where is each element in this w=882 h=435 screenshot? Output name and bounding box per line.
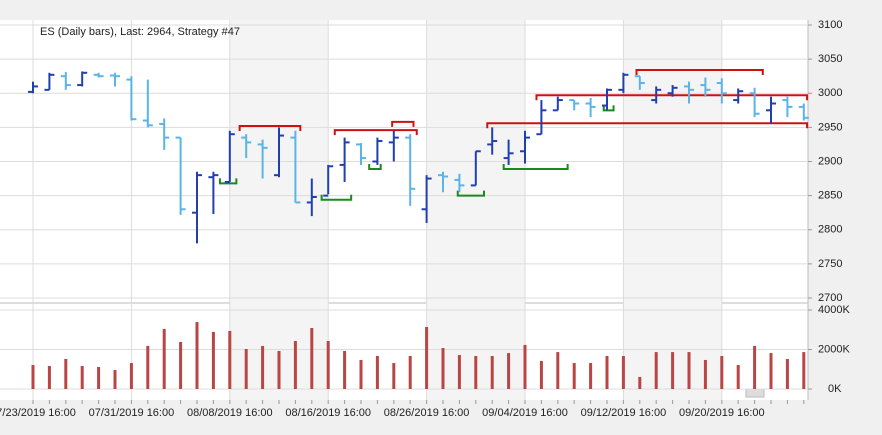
volume-bar bbox=[343, 350, 347, 389]
volume-bar bbox=[392, 363, 396, 389]
level-line bbox=[333, 129, 418, 136]
volume-bar bbox=[539, 360, 543, 389]
volume-bar bbox=[556, 352, 560, 389]
level-line bbox=[502, 164, 569, 171]
x-tick-label: 07/31/2019 16:00 bbox=[89, 407, 175, 419]
volume-bar bbox=[457, 355, 461, 389]
volume-bar bbox=[785, 358, 789, 389]
volume-bar bbox=[129, 363, 133, 389]
y-tick-label: 2750 bbox=[818, 258, 842, 270]
y-tick-label: 0K bbox=[828, 383, 842, 395]
volume-bar bbox=[375, 356, 379, 389]
volume-bar bbox=[425, 326, 429, 389]
band-shade bbox=[229, 20, 329, 400]
volume-bar bbox=[589, 363, 593, 389]
volume-bar bbox=[359, 359, 363, 389]
volume-bar bbox=[113, 370, 117, 389]
volume-bar bbox=[97, 366, 101, 389]
volume-bar bbox=[277, 350, 281, 389]
volume-bar bbox=[720, 356, 724, 389]
volume-bar bbox=[211, 331, 215, 389]
volume-bar bbox=[621, 356, 625, 389]
y-tick-label: 2900 bbox=[818, 155, 842, 167]
level-line bbox=[456, 190, 485, 197]
level-line bbox=[320, 194, 353, 201]
volume-bar bbox=[753, 345, 757, 389]
volume-bar bbox=[326, 341, 330, 389]
chart-title: ES (Daily bars), Last: 2964, Strategy #4… bbox=[40, 26, 240, 38]
volume-bar bbox=[638, 376, 642, 389]
volume-bar bbox=[441, 348, 445, 389]
volume-bar bbox=[671, 352, 675, 389]
scroll-thumb[interactable] bbox=[745, 388, 765, 398]
volume-bar bbox=[605, 356, 609, 389]
volume-bar bbox=[736, 365, 740, 389]
volume-bar bbox=[293, 341, 297, 389]
volume-bar bbox=[687, 352, 691, 389]
volume-bar bbox=[80, 365, 84, 389]
x-tick-label: 09/12/2019 16:00 bbox=[581, 407, 667, 419]
level-line bbox=[391, 120, 415, 127]
volume-bar bbox=[261, 345, 265, 389]
volume-bar bbox=[310, 327, 314, 389]
volume-bar bbox=[802, 352, 806, 389]
band-shade bbox=[426, 20, 525, 400]
volume-bar bbox=[146, 345, 150, 389]
volume-bar bbox=[654, 352, 658, 389]
y-tick-label: 2800 bbox=[818, 224, 842, 236]
volume-bar bbox=[179, 341, 183, 389]
volume-bar bbox=[769, 353, 773, 389]
volume-bar bbox=[490, 356, 494, 389]
level-line bbox=[368, 164, 382, 171]
volume-bar bbox=[31, 365, 35, 389]
volume-bar bbox=[228, 330, 232, 389]
volume-bar bbox=[523, 344, 527, 389]
volume-bar bbox=[507, 353, 511, 389]
y-tick-label: 2000K bbox=[818, 343, 850, 355]
volume-bar bbox=[195, 322, 199, 389]
y-tick-label: 3000 bbox=[818, 87, 842, 99]
volume-bar bbox=[474, 356, 478, 389]
y-tick-label: 3100 bbox=[818, 19, 842, 31]
level-line bbox=[218, 178, 238, 185]
volume-bar bbox=[703, 359, 707, 389]
level-line bbox=[238, 125, 302, 132]
level-line bbox=[486, 122, 809, 129]
y-tick-label: 4000K bbox=[818, 304, 850, 316]
volume-bar bbox=[244, 349, 248, 389]
volume-bar bbox=[408, 356, 412, 389]
x-tick-label: 08/16/2019 16:00 bbox=[285, 407, 371, 419]
y-tick-label: 3050 bbox=[818, 53, 842, 65]
volume-bar bbox=[64, 358, 68, 389]
volume-bar bbox=[572, 363, 576, 389]
volume-bar bbox=[162, 328, 166, 389]
x-tick-label: 08/26/2019 16:00 bbox=[384, 407, 470, 419]
y-tick-label: 2850 bbox=[818, 190, 842, 202]
x-tick-label: 08/08/2019 16:00 bbox=[187, 407, 273, 419]
x-tick-label: 07/23/2019 16:00 bbox=[0, 407, 76, 419]
volume-bar bbox=[47, 365, 51, 389]
level-line bbox=[602, 105, 615, 112]
x-tick-label: 09/04/2019 16:00 bbox=[482, 407, 568, 419]
level-line bbox=[635, 69, 764, 76]
y-tick-label: 2950 bbox=[818, 121, 842, 133]
x-tick-label: 09/20/2019 16:00 bbox=[679, 407, 765, 419]
y-tick-label: 2700 bbox=[818, 292, 842, 304]
